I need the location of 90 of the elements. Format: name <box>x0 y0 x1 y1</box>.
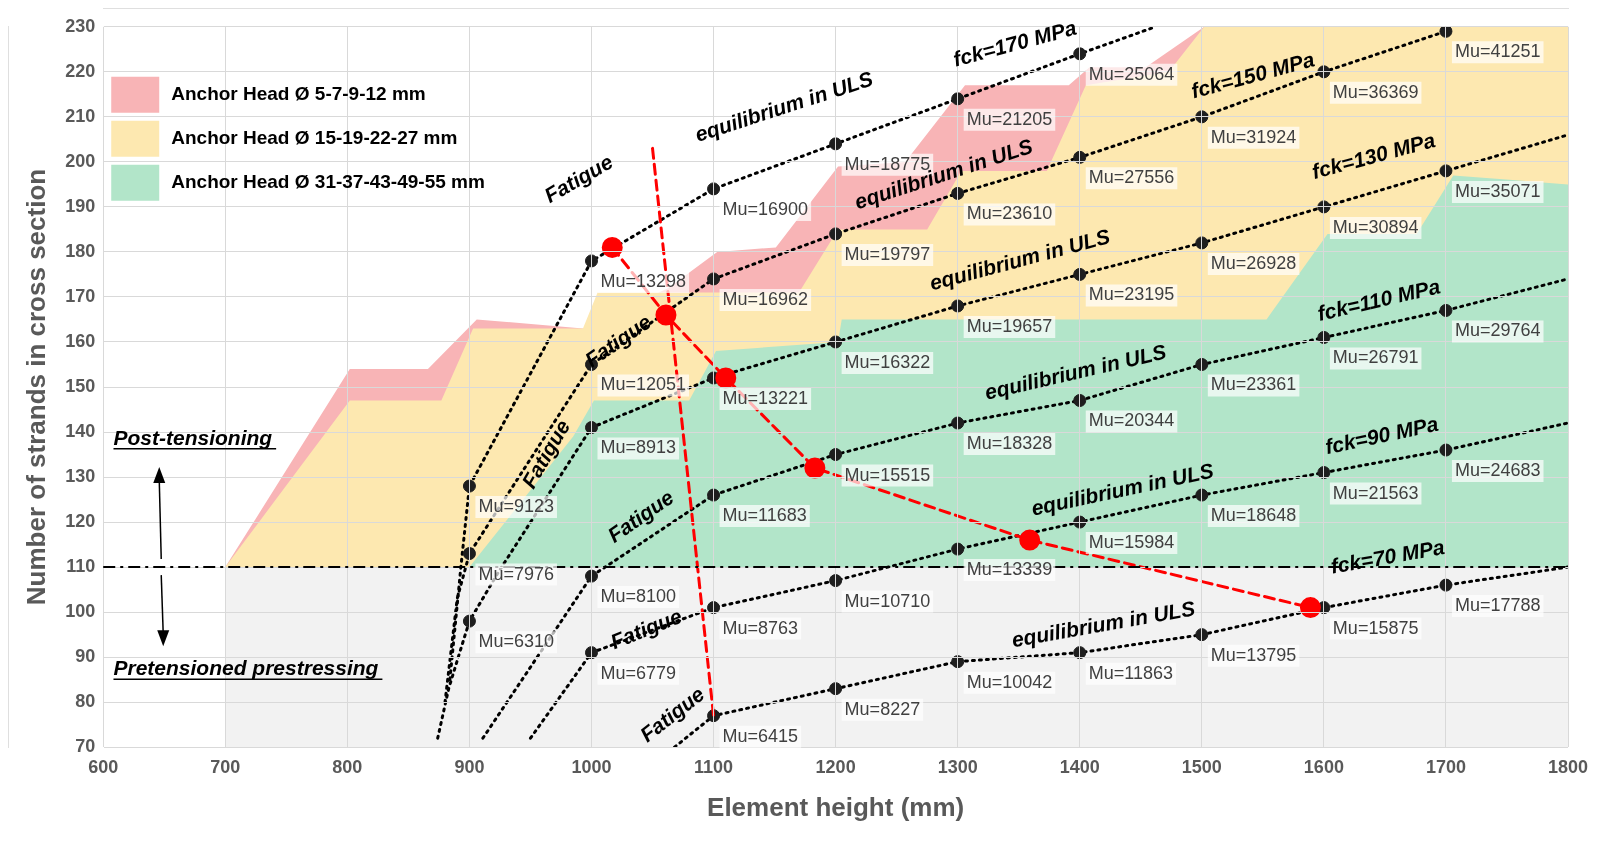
y-tick-label: 200 <box>65 150 96 171</box>
annotation: Mu=13795 <box>1210 644 1297 665</box>
x-tick-label: 1300 <box>937 756 978 777</box>
y-tick-label: 150 <box>65 375 96 396</box>
annotation: Mu=15984 <box>1088 532 1175 553</box>
y-tick-label: 220 <box>65 60 96 81</box>
annotation: Mu=11683 <box>722 505 807 526</box>
x-tick-label: 800 <box>332 756 363 777</box>
x-tick-label: 1000 <box>571 756 612 777</box>
annotation: fck=70 MPa <box>1328 535 1447 578</box>
annotation: Mu=16900 <box>722 198 809 219</box>
y-tick-label: 180 <box>65 240 96 261</box>
annotation: Mu=8763 <box>722 617 799 638</box>
annotation: fck=170 MPa <box>950 15 1080 71</box>
annotation: Mu=36369 <box>1332 81 1419 102</box>
annotation: Mu=10710 <box>844 590 931 611</box>
annotation: fck=130 MPa <box>1309 127 1438 184</box>
annotation: Mu=9123 <box>478 496 554 517</box>
annotation: fck=150 MPa <box>1188 47 1318 103</box>
annotation: Mu=16962 <box>722 288 809 309</box>
x-tick-label: 900 <box>454 756 485 777</box>
annotation: Mu=21563 <box>1332 482 1419 503</box>
annotation: Mu=8913 <box>600 437 677 458</box>
legend-label: Anchor Head Ø 15-19-22-27 mm <box>171 127 458 149</box>
annotation: Mu=12051 <box>600 374 687 395</box>
x-tick-label: 1100 <box>694 756 734 777</box>
x-tick-label: 1400 <box>1059 756 1100 777</box>
annotation: Mu=10042 <box>966 671 1053 692</box>
y-tick-label: 140 <box>65 420 96 441</box>
x-tick-label: 600 <box>88 756 119 777</box>
annotation: Post-tensioning <box>113 425 273 449</box>
annotation: Mu=8227 <box>844 698 921 719</box>
annotation: Mu=6415 <box>722 725 799 746</box>
x-axis-title: Element height (mm) <box>707 791 965 822</box>
legend-label: Anchor Head Ø 31-37-43-49-55 mm <box>171 171 485 193</box>
annotation: Mu=31924 <box>1210 126 1297 147</box>
y-tick-label: 160 <box>65 330 96 351</box>
annotation: Mu=23361 <box>1210 374 1297 395</box>
annotation: equilibrium in ULS <box>1010 596 1197 652</box>
y-tick-label: 190 <box>65 195 96 216</box>
y-tick-label: 90 <box>75 646 96 667</box>
y-tick-label: 230 <box>65 15 96 36</box>
annotation: Mu=8100 <box>600 586 677 607</box>
annotation: Mu=30894 <box>1332 216 1419 237</box>
x-tick-label: 1800 <box>1547 756 1589 777</box>
annotation: Mu=16322 <box>844 351 931 372</box>
annotation: Mu=21205 <box>966 108 1053 129</box>
y-tick-label: 130 <box>65 466 96 487</box>
legend-label: Anchor Head Ø 5-7-9-12 mm <box>171 83 426 105</box>
y-tick-label: 70 <box>75 736 96 757</box>
annotation: Mu=15515 <box>844 464 931 485</box>
y-tick-label: 80 <box>75 691 96 712</box>
annotation: Mu=7976 <box>478 563 554 584</box>
x-tick-label: 1500 <box>1181 756 1222 777</box>
annotation: Mu=19657 <box>966 315 1053 336</box>
annotation: Mu=6779 <box>600 662 677 683</box>
y-axis-title: Number of strands in cross section <box>20 168 51 606</box>
annotation: Mu=25064 <box>1088 63 1175 84</box>
annotation: Mu=6310 <box>478 631 554 652</box>
y-tick-label: 210 <box>65 105 96 126</box>
annotation: fck=90 MPa <box>1322 411 1441 459</box>
annotation: Mu=18648 <box>1210 505 1297 526</box>
annotation: Mu=41251 <box>1454 41 1541 62</box>
y-tick-label: 100 <box>65 601 96 622</box>
x-tick-label: 1200 <box>815 756 856 777</box>
annotation: Mu=17788 <box>1454 595 1541 616</box>
x-tick-label: 700 <box>210 756 241 777</box>
annotation: Mu=23195 <box>1088 284 1175 305</box>
annotation: Mu=26791 <box>1332 347 1419 368</box>
annotation: Mu=35071 <box>1454 180 1541 201</box>
annotation: Mu=13339 <box>966 559 1053 580</box>
annotation: Mu=20344 <box>1088 410 1175 431</box>
annotation: Mu=27556 <box>1088 167 1175 188</box>
annotation: Mu=23610 <box>966 203 1053 224</box>
y-tick-label: 170 <box>65 285 96 306</box>
annotation: Mu=24683 <box>1454 460 1541 480</box>
annotation: Mu=15875 <box>1332 617 1419 638</box>
annotation: Mu=19797 <box>844 243 931 264</box>
annotation: Mu=18328 <box>966 432 1053 453</box>
annotation: Mu=13221 <box>722 387 809 408</box>
annotation: fck=110 MPa <box>1315 274 1443 325</box>
y-tick-label: 110 <box>66 556 96 577</box>
x-tick-label: 1700 <box>1425 756 1466 777</box>
annotation: Mu=29764 <box>1454 320 1541 341</box>
annotation: Pretensioned prestressing <box>113 656 379 680</box>
y-tick-label: 120 <box>65 511 96 532</box>
x-tick-label: 1600 <box>1303 756 1344 777</box>
annotation: Mu=11863 <box>1088 662 1173 683</box>
annotation: Mu=26928 <box>1210 252 1297 273</box>
annotation: Mu=13298 <box>600 270 687 291</box>
